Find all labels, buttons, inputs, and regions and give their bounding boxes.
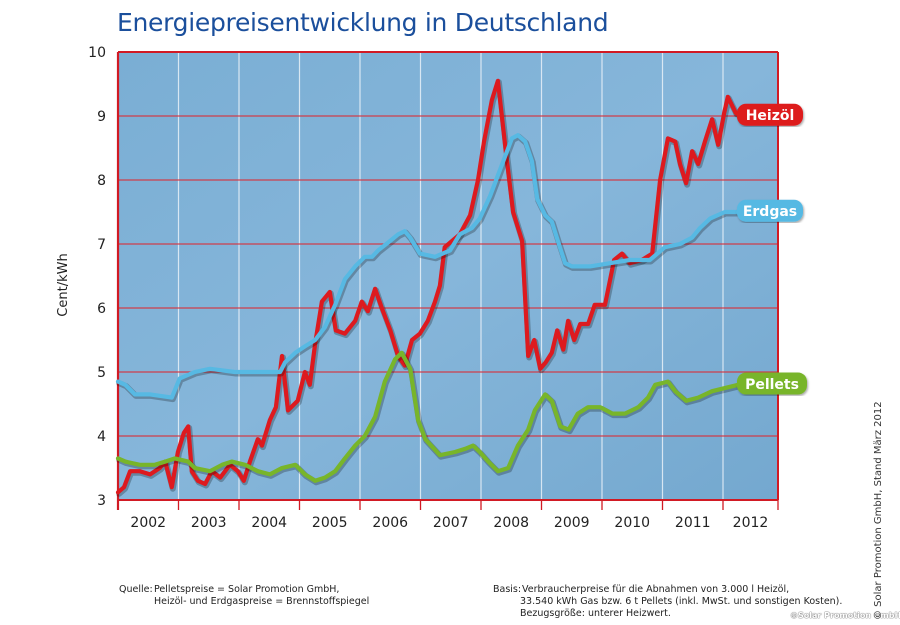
y-tick-labels: 3 4 5 6 7 8 9 10 bbox=[88, 45, 106, 509]
x-tick-label: 2003 bbox=[191, 515, 227, 531]
label-pill bbox=[737, 199, 803, 222]
x-tick-label: 2008 bbox=[493, 515, 529, 531]
x-tick-label: 2012 bbox=[733, 515, 769, 531]
copyright-watermark: ©Solar Promotion GmbH bbox=[790, 611, 900, 620]
source-line: Pelletspreise = Solar Promotion GmbH, bbox=[154, 584, 340, 595]
label-pill bbox=[737, 103, 803, 126]
series-label-heizoel: Heizöl bbox=[733, 103, 803, 126]
label-text: Heizöl bbox=[746, 108, 795, 124]
y-tick-label: 8 bbox=[97, 173, 106, 189]
y-tick-label: 7 bbox=[97, 237, 106, 253]
basis-line: Bezugsgröße: unterer Heizwert. bbox=[520, 608, 671, 619]
plot-background bbox=[118, 52, 778, 500]
x-tick-label: 2011 bbox=[675, 515, 711, 531]
plot-frame bbox=[116, 51, 779, 510]
series-lines bbox=[115, 78, 743, 497]
source-line: Heizöl- und Erdgaspreise = Brennstoffspi… bbox=[154, 596, 370, 607]
y-tick-label: 9 bbox=[97, 109, 106, 125]
x-tick-label: 2005 bbox=[312, 515, 348, 531]
chart-title: Energiepreisentwicklung in Deutschland bbox=[117, 8, 609, 37]
series-line-pellets bbox=[115, 350, 741, 483]
basis-line: Verbraucherpreise für die Abnahmen von 3… bbox=[522, 584, 790, 595]
y-tick-label: 10 bbox=[88, 45, 106, 61]
basis-label: Basis: bbox=[493, 584, 522, 595]
label-text: Pellets bbox=[745, 377, 799, 393]
x-tick-labels: 2002 2003 2004 2005 2006 2007 2008 2009 2010 2011… bbox=[130, 515, 768, 531]
series-line-erdgas bbox=[115, 133, 741, 400]
label-pill bbox=[737, 372, 807, 395]
series-label-pellets: Pellets bbox=[736, 372, 807, 395]
vertical-gridlines bbox=[177, 52, 724, 500]
x-tick-label: 2009 bbox=[554, 515, 590, 531]
y-tick-label: 6 bbox=[97, 301, 106, 317]
series-labels: Heizöl Erdgas Pellets bbox=[733, 103, 807, 395]
x-tick-label: 2006 bbox=[372, 515, 408, 531]
x-tick-label: 2007 bbox=[433, 515, 469, 531]
x-tick-label: 2002 bbox=[130, 515, 166, 531]
x-tick-label: 2010 bbox=[614, 515, 650, 531]
y-tick-label: 3 bbox=[97, 493, 106, 509]
side-note: © Solar Promotion GmbH, Stand März 2012 bbox=[873, 401, 884, 620]
y-tick-label: 4 bbox=[97, 429, 106, 445]
series-label-erdgas: Erdgas bbox=[736, 199, 803, 222]
y-tick-label: 5 bbox=[97, 365, 106, 381]
basis-line: 33.540 kWh Gas bzw. 6 t Pellets (inkl. M… bbox=[520, 596, 843, 607]
source-label: Quelle: bbox=[119, 584, 153, 595]
label-text: Erdgas bbox=[743, 204, 797, 220]
y-axis-label: Cent/kWh bbox=[56, 253, 71, 316]
x-tick-label: 2004 bbox=[251, 515, 287, 531]
